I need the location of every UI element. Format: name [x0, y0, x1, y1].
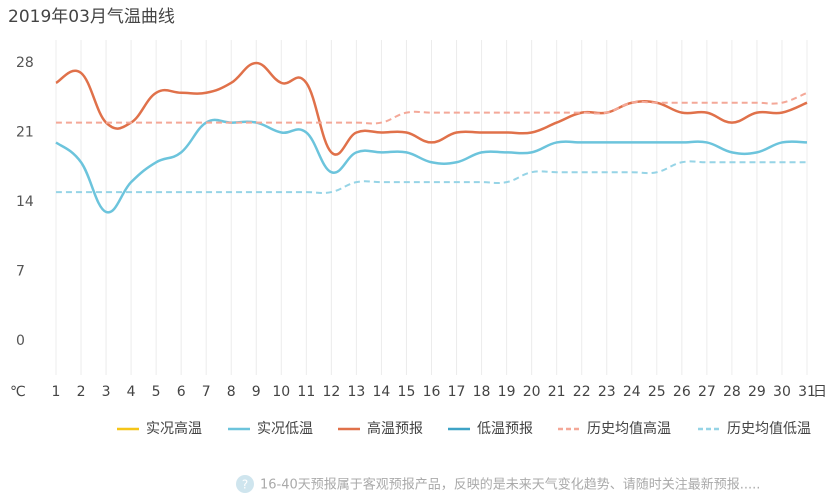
legend-label: 历史均值高温 — [587, 420, 671, 437]
x-tick-label: 3 — [102, 384, 111, 400]
x-tick-label: 11 — [297, 384, 315, 400]
y-tick-label: 14 — [16, 194, 34, 210]
x-tick-label: 31 — [798, 384, 816, 400]
y-unit: ℃ — [10, 384, 26, 400]
x-tick-label: 1 — [52, 384, 61, 400]
x-tick-label: 4 — [127, 384, 136, 400]
x-tick-label: 9 — [252, 384, 261, 400]
x-tick-label: 14 — [373, 384, 391, 400]
legend-label: 低温预报 — [477, 421, 533, 437]
x-tick-label: 8 — [227, 384, 236, 400]
x-tick-label: 28 — [723, 384, 741, 400]
x-tick-label: 23 — [598, 384, 616, 400]
x-tick-label: 12 — [322, 384, 340, 400]
x-tick-label: 2 — [77, 384, 86, 400]
y-tick-label: 7 — [16, 264, 25, 280]
x-tick-label: 24 — [623, 384, 641, 400]
legend-label: 历史均值低温 — [727, 421, 811, 437]
x-tick-label: 16 — [423, 384, 441, 400]
y-tick-label: 0 — [16, 333, 25, 349]
x-tick-label: 21 — [548, 384, 566, 400]
help-icon[interactable] — [236, 475, 254, 493]
x-tick-label: 27 — [698, 384, 716, 400]
y-tick-label: 21 — [16, 125, 34, 141]
series-line — [55, 118, 808, 214]
legend-label: 实况高温 — [146, 420, 202, 437]
x-tick-label: 6 — [177, 384, 186, 400]
x-tick-label: 29 — [748, 384, 766, 400]
y-tick-label: 28 — [16, 55, 34, 71]
x-tick-label: 20 — [523, 384, 541, 400]
legend-label: 实况低温 — [257, 421, 313, 437]
x-tick-label: 26 — [673, 384, 691, 400]
x-tick-label: 19 — [498, 384, 516, 400]
x-tick-label: 10 — [272, 384, 290, 400]
legend-label: 高温预报 — [367, 420, 423, 437]
x-tick-label: 13 — [347, 384, 365, 400]
x-tick-label: 17 — [448, 384, 466, 400]
series-line — [55, 160, 807, 194]
x-tick-label: 18 — [473, 384, 491, 400]
x-tick-label: 15 — [398, 384, 416, 400]
chart-title: 2019年03月气温曲线 — [8, 7, 175, 27]
series-line — [55, 61, 808, 156]
x-tick-label: 5 — [152, 384, 161, 400]
series-line — [56, 91, 808, 125]
x-tick-label: 25 — [648, 384, 666, 400]
help-icon-mark: ? — [242, 478, 248, 492]
x-tick-label: 22 — [573, 384, 591, 400]
note: 16-40天预报属于客观预报产品，反映的是未来天气变化趋势、请随时关注最新预报.… — [260, 477, 760, 493]
x-tick-label: 7 — [202, 384, 211, 400]
x-tick-label: 30 — [773, 384, 791, 400]
x-unit: 日 — [813, 384, 827, 400]
